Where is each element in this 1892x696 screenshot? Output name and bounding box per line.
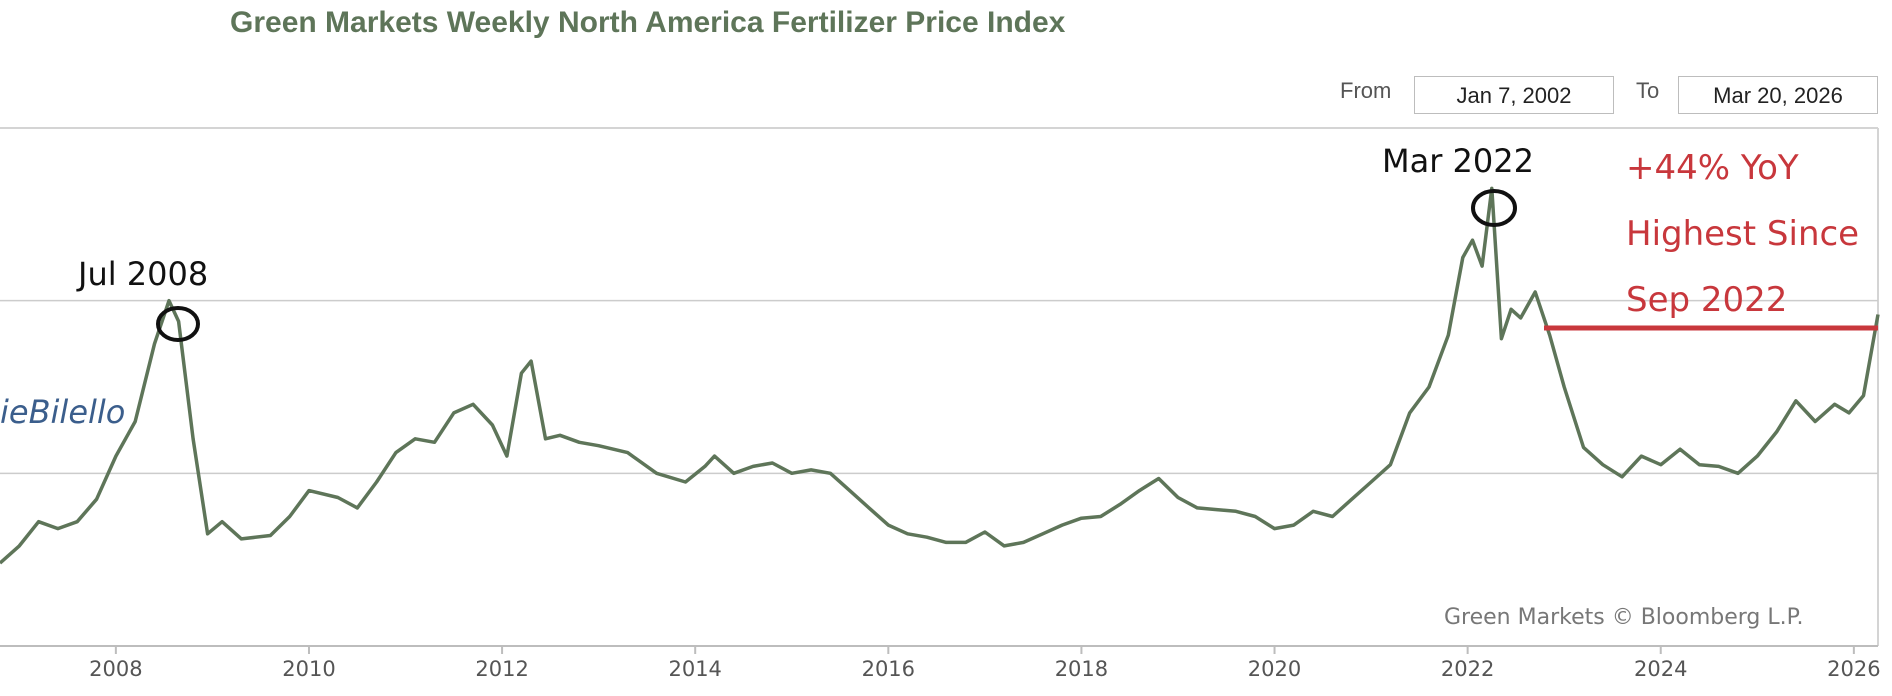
x-axis-ticks: 2008 2010 2012 2014 2016 2018 2020 2022 2024 2026 bbox=[89, 646, 1881, 681]
peak-2008-label: Jul 2008 bbox=[76, 255, 208, 293]
series-line-fertilizer-index bbox=[0, 186, 1880, 565]
peak-2022-circle bbox=[1471, 189, 1517, 227]
x-tick-label-2016: 2016 bbox=[862, 657, 915, 681]
yoy-annotation-line3: Sep 2022 bbox=[1626, 280, 1787, 320]
chart-title: Green Markets Weekly North America Ferti… bbox=[230, 6, 1066, 39]
x-tick-label-2010: 2010 bbox=[282, 657, 335, 681]
x-tick-label-2022: 2022 bbox=[1441, 657, 1494, 681]
source-credit: Green Markets © Bloomberg L.P. bbox=[1444, 605, 1803, 630]
x-tick-label-2012: 2012 bbox=[475, 657, 528, 681]
yoy-annotation-line1: +44% YoY bbox=[1626, 148, 1799, 188]
x-tick-label-2008: 2008 bbox=[89, 657, 142, 681]
x-tick-label-2020: 2020 bbox=[1248, 657, 1301, 681]
peak-2008-circle bbox=[156, 306, 200, 342]
gridlines bbox=[0, 299, 1878, 475]
x-tick-label-2014: 2014 bbox=[668, 657, 721, 681]
from-label: From bbox=[1340, 78, 1392, 103]
to-label: To bbox=[1636, 78, 1660, 103]
peak-2022-label: Mar 2022 bbox=[1382, 142, 1534, 180]
to-date-input[interactable]: Mar 20, 2026 bbox=[1678, 76, 1878, 114]
x-tick-label-2026: 2026 bbox=[1827, 657, 1880, 681]
yoy-annotation-line2: Highest Since bbox=[1626, 214, 1859, 254]
x-tick-label-2024: 2024 bbox=[1634, 657, 1687, 681]
x-tick-label-2018: 2018 bbox=[1055, 657, 1108, 681]
watermark-text: ieBilello bbox=[0, 393, 125, 431]
from-date-input[interactable]: Jan 7, 2002 bbox=[1414, 76, 1614, 114]
